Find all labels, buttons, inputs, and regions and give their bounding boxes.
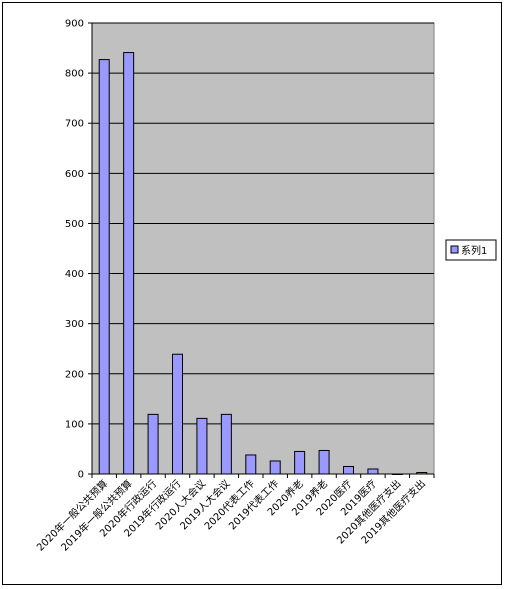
y-tick-label: 800 — [65, 69, 84, 80]
bar-1 — [98, 59, 110, 475]
y-tick-label: 200 — [65, 369, 84, 380]
bar-3 — [147, 413, 159, 475]
bar-12 — [367, 468, 379, 475]
y-tick-label: 300 — [65, 319, 84, 330]
bar-4 — [172, 353, 183, 475]
legend-swatch — [450, 245, 459, 254]
legend: 系列1 — [445, 239, 497, 261]
y-tick-label: 700 — [65, 119, 84, 130]
bar-9 — [294, 450, 306, 475]
bar-2 — [123, 52, 135, 475]
legend-label: 系列1 — [461, 244, 487, 257]
bar-8 — [269, 460, 281, 475]
y-tick-label: 500 — [65, 219, 84, 230]
y-tick-label: 900 — [65, 19, 84, 30]
y-tick-label: 600 — [65, 169, 84, 180]
bar-6 — [220, 413, 232, 475]
bar-11 — [343, 465, 354, 475]
legend-box — [445, 239, 497, 261]
y-tick-label: 400 — [65, 269, 84, 280]
bar-7 — [245, 454, 257, 475]
bar-5 — [196, 417, 208, 475]
y-axis: 0 100 200 300 400 500 600 700 800 900 — [65, 19, 93, 481]
plot-background — [91, 22, 435, 475]
y-tick-label: 100 — [65, 419, 84, 430]
plot-area — [91, 22, 435, 475]
x-axis: 2020年一般公共预算2019年一般公共预算2020年行政运行2019年行政运行… — [34, 473, 435, 554]
y-tick-label: 0 — [78, 470, 84, 481]
bar-10 — [318, 449, 330, 475]
